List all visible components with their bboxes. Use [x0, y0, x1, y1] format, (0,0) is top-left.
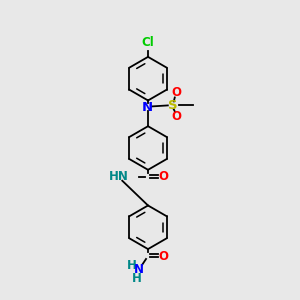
Text: H: H [132, 272, 142, 285]
Text: Cl: Cl [142, 36, 154, 49]
Text: O: O [159, 170, 169, 183]
Text: O: O [172, 86, 182, 99]
Text: N: N [142, 101, 153, 114]
Text: N: N [134, 263, 144, 276]
Text: H: H [127, 260, 137, 272]
Text: O: O [159, 250, 169, 262]
Text: HN: HN [109, 170, 129, 183]
Text: S: S [168, 99, 178, 112]
Text: O: O [172, 110, 182, 123]
